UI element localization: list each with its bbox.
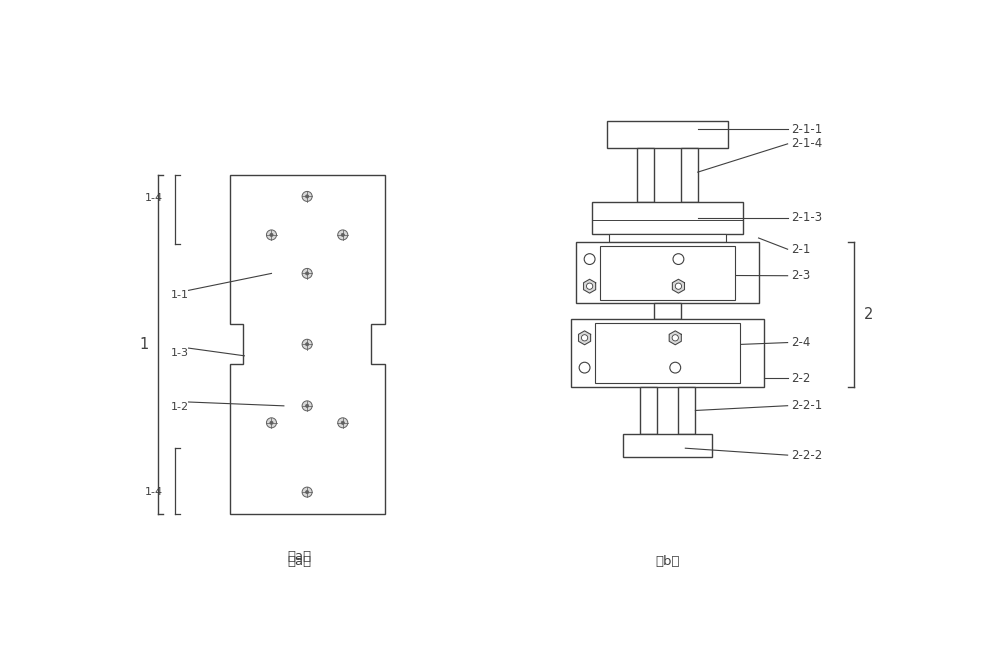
Circle shape [338,230,348,240]
Circle shape [302,191,312,202]
Circle shape [670,362,681,373]
Bar [609,234,726,242]
Circle shape [341,233,344,236]
Polygon shape [669,331,681,345]
Bar [595,323,740,383]
Polygon shape [584,279,596,293]
Text: 1-4: 1-4 [145,193,163,203]
Text: 2-1: 2-1 [791,243,810,255]
Text: （b）: （b） [655,555,680,568]
Circle shape [270,421,273,424]
Circle shape [581,335,588,341]
Bar [623,434,712,457]
Circle shape [341,421,344,424]
Circle shape [673,253,684,265]
Bar [571,319,764,386]
Bar [592,202,743,234]
Circle shape [266,230,277,240]
Circle shape [584,253,595,265]
Circle shape [306,195,309,198]
Circle shape [586,283,593,290]
Text: （a）: （a） [287,550,311,563]
Bar [654,303,681,319]
Text: 1-4: 1-4 [145,487,163,498]
Text: 2-1-3: 2-1-3 [791,212,822,225]
Circle shape [302,487,312,497]
Text: 1-1: 1-1 [171,290,189,301]
Text: 2-1-1: 2-1-1 [791,122,822,136]
Bar [678,386,695,434]
Circle shape [302,339,312,349]
Polygon shape [579,331,591,345]
Circle shape [302,269,312,278]
Circle shape [266,418,277,428]
Circle shape [306,343,309,346]
Circle shape [306,272,309,275]
Text: 2-2-1: 2-2-1 [791,399,822,412]
Circle shape [675,283,682,290]
Polygon shape [672,279,684,293]
Circle shape [270,233,273,236]
Text: 2: 2 [864,307,874,322]
Text: 1: 1 [139,337,148,352]
Bar [681,148,698,202]
Text: 2-2-2: 2-2-2 [791,449,822,462]
Bar [576,242,759,303]
Text: 2-1-4: 2-1-4 [791,138,822,151]
Text: 2-2: 2-2 [791,372,810,385]
Text: 1-3: 1-3 [171,348,189,358]
Bar [600,246,735,299]
Circle shape [306,404,309,407]
Bar [640,386,657,434]
Text: 2-4: 2-4 [791,336,810,349]
Bar [607,121,728,148]
Text: （a）: （a） [287,555,311,568]
Text: 1-2: 1-2 [170,402,189,412]
Circle shape [672,335,678,341]
Circle shape [306,491,309,494]
Text: 2-3: 2-3 [791,269,810,282]
Circle shape [302,401,312,411]
Polygon shape [230,175,385,514]
Bar [637,148,654,202]
Circle shape [579,362,590,373]
Circle shape [338,418,348,428]
